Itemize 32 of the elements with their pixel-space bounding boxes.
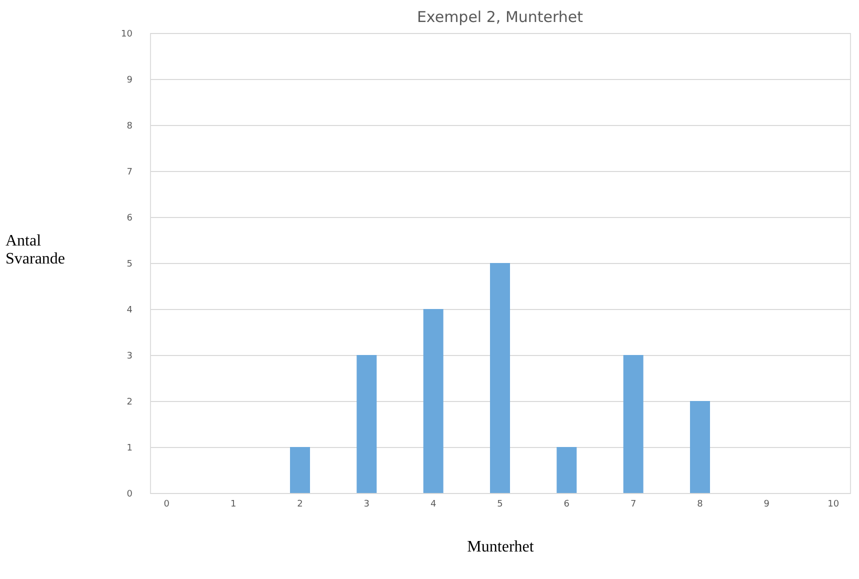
y-tick-label: 1 [126,444,132,454]
x-tick-label: 10 [828,500,840,510]
x-tick-label: 3 [364,500,370,510]
y-tick-label: 6 [126,214,133,224]
y-tick-label: 5 [126,260,132,270]
x-axis-title: Munterhet [467,538,534,556]
y-tick-label: 9 [126,76,133,86]
bar [356,355,377,493]
x-tick-label: 7 [630,500,636,510]
y-axis-title: Antal Svarande [6,232,66,268]
bar [490,263,510,493]
x-tick-label: 5 [497,500,503,510]
chart-title: Exempel 2, Munterhet [416,8,584,26]
x-tick-label: 1 [230,500,236,510]
bar [290,447,310,493]
y-tick-label: 3 [126,352,132,362]
x-tick-label: 2 [297,500,303,510]
bar [423,309,444,493]
bar [690,401,710,493]
bar [623,355,644,493]
y-tick-label: 2 [126,398,132,408]
y-tick-label: 7 [126,168,132,178]
x-tick-label: 9 [764,500,770,510]
x-tick-label: 4 [430,500,436,510]
x-tick-label: 8 [697,500,704,510]
bar [556,447,577,493]
y-tick-label: 0 [126,490,133,500]
y-tick-label: 4 [126,306,133,316]
y-tick-label: 8 [126,122,133,132]
x-tick-label: 6 [564,500,570,510]
x-tick-label: 0 [164,500,170,510]
y-tick-label: 10 [121,30,133,40]
